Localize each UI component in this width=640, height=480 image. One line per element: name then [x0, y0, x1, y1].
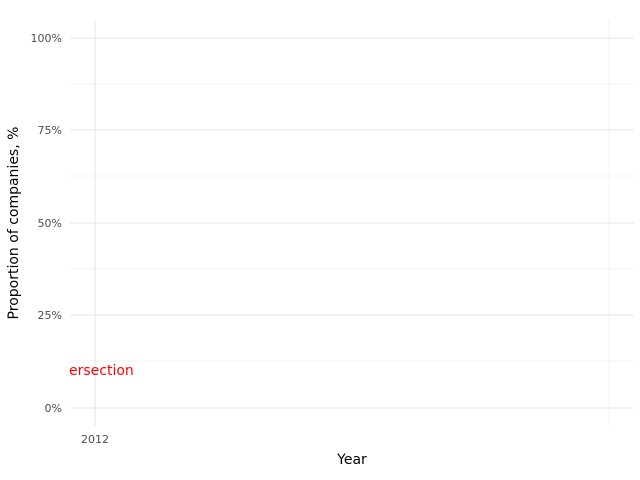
y-tick-label: 0% [45, 402, 62, 415]
x-tick-label-2012: 2012 [81, 433, 109, 446]
y-tick-label: 25% [38, 309, 62, 322]
plot-panel [70, 20, 634, 426]
y-tick-label: 100% [31, 32, 62, 45]
x-axis-title: Year [336, 452, 367, 468]
annotation-text: ersection [69, 363, 134, 379]
y-axis: 100% 75% 50% 25% 0% [31, 32, 62, 415]
y-tick-label: 50% [38, 217, 62, 230]
y-tick-label: 75% [38, 124, 62, 137]
x-axis: 2012 [81, 433, 109, 446]
y-axis-title: Proportion of companies, % [6, 127, 22, 320]
